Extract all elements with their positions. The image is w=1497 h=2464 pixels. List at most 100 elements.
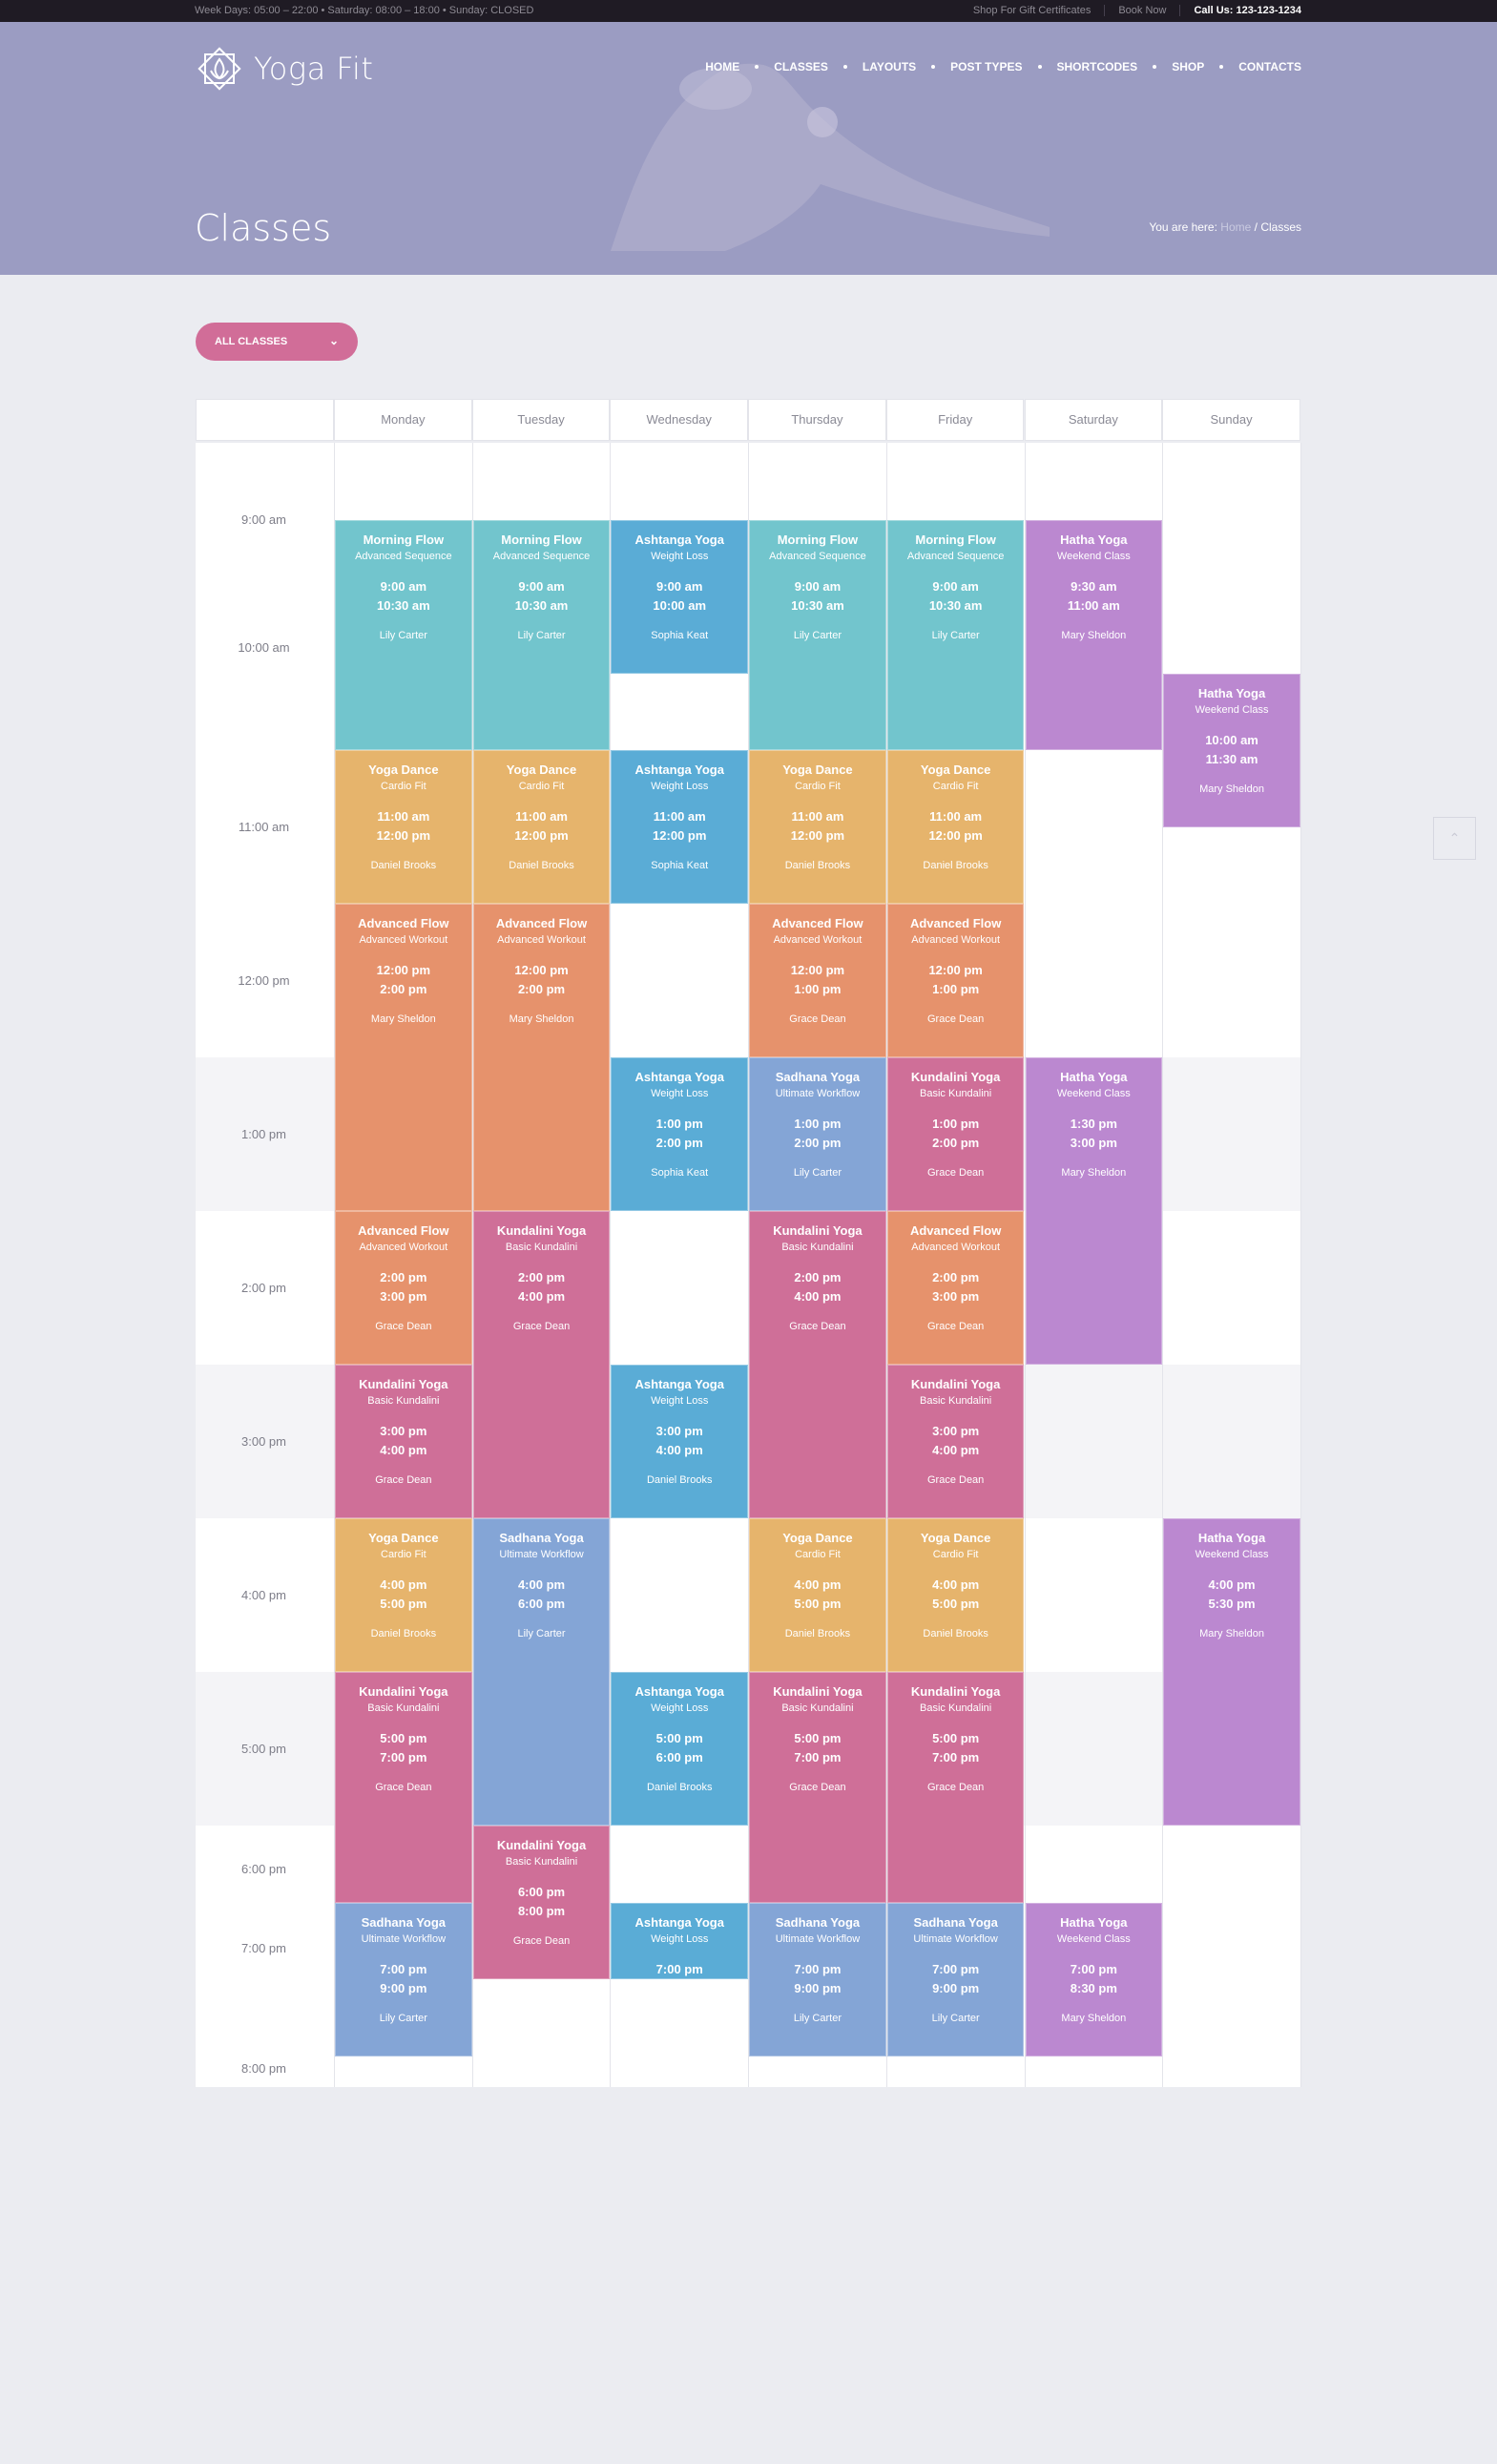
event-trainer: Daniel Brooks (784, 1628, 851, 1639)
class-event[interactable]: Kundalini Yoga Basic Kundalini 2:00 pm 4:00… (472, 1211, 611, 1518)
class-event[interactable]: Sadhana Yoga Ultimate Workflow 4:00 pm 6:00… (472, 1518, 611, 1826)
event-trainer: Daniel Brooks (923, 1628, 988, 1639)
event-subtitle: Weight Loss (651, 1395, 709, 1407)
event-title: Kundalini Yoga (910, 1070, 1001, 1084)
event-trainer: Mary Sheldon (1199, 783, 1264, 795)
nav-classes[interactable]: CLASSES (774, 60, 828, 73)
event-title: Advanced Flow (909, 1223, 1002, 1238)
event-subtitle: Weekend Class (1056, 1088, 1131, 1099)
yoga-pose-silhouette (611, 63, 1050, 251)
class-event[interactable]: Kundalini Yoga Basic Kundalini 5:00 pm 7:00… (335, 1672, 472, 1903)
event-trainer: Lily Carter (931, 2012, 980, 2024)
class-event[interactable]: Morning Flow Advanced Sequence 9:00 am 10:3… (886, 519, 1025, 750)
event-subtitle: Weight Loss (651, 781, 709, 792)
class-event[interactable]: Hatha Yoga Weekend Class 4:00 pm 5:30 pm Mar… (1163, 1518, 1300, 1826)
event-start-time: 4:00 pm (932, 1577, 980, 1592)
class-event[interactable]: Ashtanga Yoga Weight Loss 5:00 pm 6:00 pm Da… (611, 1672, 749, 1826)
class-event[interactable]: Ashtanga Yoga Weight Loss 11:00 am 12:00 pm… (611, 750, 749, 904)
event-trainer: Lily Carter (379, 2012, 427, 2024)
event-start-time: 5:00 pm (794, 1731, 842, 1745)
event-end-time: 5:30 pm (1208, 1597, 1256, 1611)
class-event[interactable]: Hatha Yoga Weekend Class 1:30 pm 3:00 pm Mar… (1025, 1057, 1163, 1365)
event-end-time: 12:00 pm (514, 828, 569, 843)
class-event[interactable]: Morning Flow Advanced Sequence 9:00 am 10:3… (749, 519, 886, 750)
hour-label: 4:00 pm (241, 1587, 286, 1602)
gift-certificates-link[interactable]: Shop For Gift Certificates (960, 5, 1106, 16)
breadcrumb-home-link[interactable]: Home (1220, 220, 1252, 234)
class-event[interactable]: Ashtanga Yoga Weight Loss 3:00 pm 4:00 pm Da… (611, 1365, 749, 1518)
event-trainer: Daniel Brooks (370, 1628, 437, 1639)
column-divider (471, 443, 473, 2087)
book-now-link[interactable]: Book Now (1105, 5, 1181, 16)
class-event[interactable]: Yoga Dance Cardio Fit 4:00 pm 5:00 pm Daniel… (886, 1518, 1025, 1672)
nav-contacts[interactable]: CONTACTS (1238, 60, 1301, 73)
event-subtitle: Basic Kundalini (920, 1395, 992, 1407)
event-title: Ashtanga Yoga (634, 1070, 724, 1084)
brand-logo[interactable]: Yoga Fit (195, 44, 373, 94)
class-event[interactable]: Sadhana Yoga Ultimate Workflow 1:00 pm 2:00… (749, 1057, 886, 1211)
nav-post-types[interactable]: POST TYPES (950, 60, 1023, 73)
event-end-time: 8:30 pm (1070, 1980, 1117, 1995)
topbar-links: Shop For Gift Certificates Book Now Call… (960, 5, 1301, 16)
event-end-time: 3:00 pm (932, 1289, 980, 1304)
nav-home[interactable]: HOME (705, 60, 740, 73)
class-event[interactable]: Advanced Flow Advanced Workout 12:00 pm 2:0… (472, 904, 611, 1211)
class-event[interactable]: Yoga Dance Cardio Fit 11:00 am 12:00 pm Dani… (335, 750, 472, 904)
class-event[interactable]: Advanced Flow Advanced Workout 2:00 pm 3:00… (335, 1211, 472, 1365)
class-event[interactable]: Ashtanga Yoga Weight Loss 7:00 pm 8:00 pm Da… (611, 1902, 749, 2024)
event-start-time: 10:00 am (1205, 732, 1258, 747)
class-event[interactable]: Yoga Dance Cardio Fit 11:00 am 12:00 pm Dani… (472, 750, 611, 904)
nav-layouts[interactable]: LAYOUTS (862, 60, 917, 73)
hour-label: 6:00 pm (241, 1861, 286, 1876)
nav-shortcodes[interactable]: SHORTCODES (1056, 60, 1138, 73)
class-event[interactable]: Kundalini Yoga Basic Kundalini 5:00 pm 7:00… (749, 1672, 886, 1903)
day-header: Monday (334, 399, 472, 441)
class-event[interactable]: Morning Flow Advanced Sequence 9:00 am 10:3… (472, 519, 611, 750)
event-start-time: 2:00 pm (794, 1270, 842, 1284)
scroll-to-top-button[interactable]: ⌃ (1433, 817, 1476, 860)
class-event[interactable]: Kundalini Yoga Basic Kundalini 2:00 pm 4:00… (749, 1211, 886, 1518)
class-event[interactable]: Ashtanga Yoga Weight Loss 1:00 pm 2:00 pm So… (611, 1057, 749, 1211)
class-event[interactable]: Kundalini Yoga Basic Kundalini 5:00 pm 7:00… (886, 1672, 1025, 1903)
event-end-time: 12:00 pm (790, 828, 845, 843)
class-event[interactable]: Kundalini Yoga Basic Kundalini 1:00 pm 2:00… (886, 1057, 1025, 1211)
class-event[interactable]: Sadhana Yoga Ultimate Workflow 7:00 pm 9:00… (886, 1902, 1025, 2057)
chevron-up-icon: ⌃ (1448, 830, 1461, 846)
class-filter-label: ALL CLASSES (215, 336, 288, 347)
class-event[interactable]: Hatha Yoga Weekend Class 10:00 am 11:30 am M… (1163, 673, 1300, 827)
class-event[interactable]: Yoga Dance Cardio Fit 11:00 am 12:00 pm Dani… (886, 750, 1025, 904)
class-event[interactable]: Hatha Yoga Weekend Class 9:30 am 11:00 am Ma… (1025, 519, 1163, 750)
class-event[interactable]: Kundalini Yoga Basic Kundalini 3:00 pm 4:00… (886, 1365, 1025, 1518)
class-event[interactable]: Yoga Dance Cardio Fit 4:00 pm 5:00 pm Daniel… (749, 1518, 886, 1672)
class-event[interactable]: Kundalini Yoga Basic Kundalini 3:00 pm 4:00… (335, 1365, 472, 1518)
event-subtitle: Ultimate Workflow (361, 1932, 447, 1945)
class-event[interactable]: Hatha Yoga Weekend Class 7:00 pm 8:30 pm Mar… (1025, 1902, 1163, 2057)
event-trainer: Daniel Brooks (509, 860, 574, 871)
event-subtitle: Basic Kundalini (505, 1242, 578, 1253)
class-event[interactable]: Sadhana Yoga Ultimate Workflow 7:00 pm 9:00… (335, 1902, 472, 2057)
class-event[interactable]: Yoga Dance Cardio Fit 11:00 am 12:00 pm Dani… (749, 750, 886, 904)
class-event[interactable]: Sadhana Yoga Ultimate Workflow 7:00 pm 9:00… (749, 1902, 886, 2057)
class-event[interactable]: Advanced Flow Advanced Workout 12:00 pm 1:0… (749, 904, 886, 1057)
event-title: Hatha Yoga (1060, 1914, 1128, 1930)
hour-label: 11:00 am (238, 819, 290, 834)
event-end-time: 5:00 pm (794, 1597, 842, 1611)
event-subtitle: Ultimate Workflow (499, 1549, 584, 1560)
class-event[interactable]: Kundalini Yoga Basic Kundalini 6:00 pm 8:00… (472, 1826, 611, 1979)
event-title: Yoga Dance (506, 762, 577, 777)
event-title: Yoga Dance (920, 762, 991, 777)
event-start-time: 12:00 pm (790, 963, 845, 977)
event-title: Kundalini Yoga (910, 1684, 1001, 1699)
event-subtitle: Advanced Workout (911, 1242, 1001, 1253)
class-event[interactable]: Morning Flow Advanced Sequence 9:00 am 10:3… (335, 519, 472, 750)
event-trainer: Lily Carter (379, 629, 427, 641)
class-event[interactable]: Advanced Flow Advanced Workout 2:00 pm 3:00… (886, 1211, 1025, 1365)
nav-shop[interactable]: SHOP (1172, 60, 1205, 73)
class-event[interactable]: Ashtanga Yoga Weight Loss 9:00 am 10:00 am S… (611, 519, 749, 674)
event-subtitle: Cardio Fit (381, 1549, 426, 1560)
class-event[interactable]: Advanced Flow Advanced Workout 12:00 pm 2:0… (335, 904, 472, 1211)
class-event[interactable]: Yoga Dance Cardio Fit 4:00 pm 5:00 pm Daniel… (335, 1518, 472, 1672)
class-filter-dropdown[interactable]: ALL CLASSES ⌄ (196, 323, 358, 361)
event-subtitle: Advanced Sequence (906, 550, 1005, 562)
class-event[interactable]: Advanced Flow Advanced Workout 12:00 pm 1:0… (886, 904, 1025, 1057)
